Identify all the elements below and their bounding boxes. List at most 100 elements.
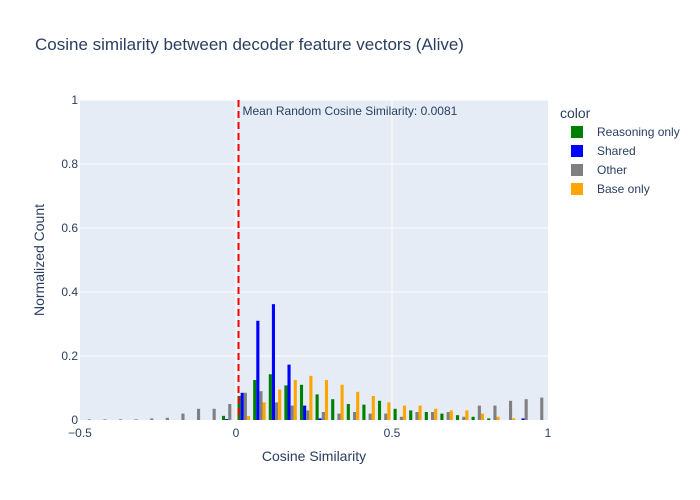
bar-reasoning-only: [440, 413, 444, 420]
bar-base-only: [480, 413, 485, 420]
annotation-group: Mean Random Cosine Similarity: 0.0081: [237, 100, 458, 420]
y-tick-label: 0.8: [61, 157, 78, 171]
y-tick-label: 1: [71, 93, 78, 107]
bar-other: [509, 400, 513, 420]
bar-base-only: [293, 380, 297, 420]
bar-other: [477, 405, 481, 420]
bar-reasoning-only: [362, 404, 366, 420]
bar-other: [228, 404, 232, 420]
bar-shared: [287, 364, 291, 420]
legend-item-label: Shared: [597, 144, 636, 158]
y-tick-labels: 0 0.2 0.4 0.6 0.8 1: [61, 93, 78, 427]
y-tick-label: 0.4: [61, 285, 78, 299]
bar-other: [306, 410, 310, 420]
bar-other: [353, 412, 357, 420]
bar-other: [399, 416, 403, 420]
y-tick-label: 0: [71, 413, 78, 427]
y-tick-label: 0.6: [61, 221, 78, 235]
x-axis-title: Cosine Similarity: [262, 448, 366, 464]
bar-shared: [225, 419, 229, 420]
legend-item-label: Reasoning only: [597, 125, 680, 139]
bar-other: [87, 419, 91, 420]
bar-base-only: [387, 402, 391, 420]
bar-reasoning-only: [315, 394, 319, 420]
bar-reasoning-only: [377, 400, 382, 420]
y-axis-title: Normalized Count: [31, 204, 47, 316]
bar-base-only: [246, 416, 251, 420]
grid-lines: [80, 99, 548, 420]
bar-base-only: [278, 389, 282, 420]
bar-other: [446, 412, 450, 420]
bar-other: [462, 416, 466, 420]
bar-other: [337, 413, 341, 420]
bar-shared: [303, 405, 307, 420]
bar-other: [275, 402, 279, 420]
bar-reasoning-only: [299, 384, 304, 420]
bar-other: [134, 419, 138, 420]
annotation-label: Mean Random Cosine Similarity: 0.0081: [243, 104, 458, 118]
bar-base-only: [418, 405, 422, 420]
x-tick-label: 0: [233, 426, 240, 440]
bar-other: [290, 405, 294, 420]
bar-other: [181, 413, 185, 420]
legend-swatch: [571, 145, 583, 157]
bar-base-only: [465, 410, 469, 420]
bar-base-only: [262, 402, 266, 420]
bar-reasoning-only: [346, 404, 350, 420]
bar-other: [384, 413, 388, 420]
bar-shared: [318, 418, 322, 420]
bar-base-only: [402, 405, 407, 420]
bar-shared: [521, 418, 525, 420]
bar-other: [321, 412, 325, 420]
bar-other: [103, 419, 107, 420]
bar-reasoning-only: [253, 380, 257, 420]
bar-base-only: [324, 380, 329, 420]
bar-other: [431, 412, 435, 420]
bar-reasoning-only: [424, 412, 428, 420]
bar-reasoning-only: [393, 408, 397, 420]
bar-other: [165, 417, 169, 420]
x-tick-labels: −0.5 0 0.5 1: [68, 426, 552, 440]
bar-reasoning-only: [471, 416, 475, 420]
bar-shared: [240, 392, 244, 420]
bar-reasoning-only: [487, 418, 491, 420]
bar-shared: [256, 320, 260, 420]
x-tick-label: −0.5: [68, 426, 92, 440]
bar-base-only: [434, 408, 438, 420]
bar-base-only: [340, 384, 344, 420]
legend[interactable]: color Reasoning only Shared Other Base only: [560, 105, 680, 196]
bar-base-only: [449, 410, 453, 420]
bar-reasoning-only: [268, 374, 272, 420]
bar-other: [368, 413, 372, 420]
bar-base-only: [309, 375, 313, 420]
bar-other: [197, 408, 201, 420]
x-tick-label: 0.5: [384, 426, 401, 440]
bar-base-only: [512, 418, 516, 420]
legend-swatch: [571, 183, 583, 195]
legend-item-label: Base only: [597, 182, 650, 196]
bar-other: [119, 419, 123, 420]
bar-other: [243, 392, 247, 420]
y-tick-label: 0.2: [61, 349, 78, 363]
bar-other: [493, 405, 497, 420]
bar-other: [150, 418, 154, 420]
legend-swatch: [571, 164, 583, 176]
bar-reasoning-only: [455, 415, 460, 420]
x-tick-label: 1: [545, 426, 552, 440]
bar-base-only: [356, 391, 360, 420]
bar-base-only: [496, 416, 500, 420]
plot-area: [80, 100, 548, 420]
bar-other: [259, 391, 263, 420]
legend-item-label: Other: [597, 163, 627, 177]
bar-reasoning-only: [221, 415, 226, 420]
bar-reasoning-only: [331, 399, 335, 420]
legend-swatch: [571, 126, 583, 138]
bar-other: [415, 412, 419, 420]
chart-title: Cosine similarity between decoder featur…: [35, 35, 464, 54]
legend-title: color: [560, 105, 591, 121]
bar-shared: [271, 304, 275, 420]
bar-other: [524, 399, 528, 420]
bar-other: [212, 408, 216, 420]
bar-base-only: [371, 396, 375, 420]
